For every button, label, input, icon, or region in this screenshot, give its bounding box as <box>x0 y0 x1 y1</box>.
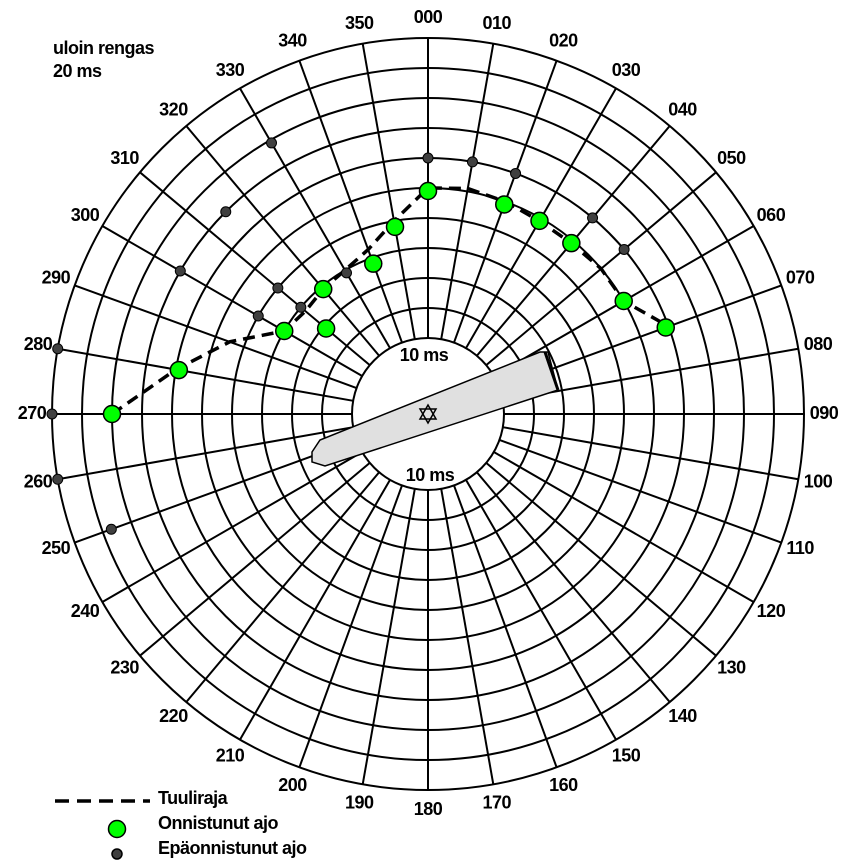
angle-label: 030 <box>612 60 641 80</box>
success-point <box>615 293 632 310</box>
angle-label: 260 <box>24 472 53 492</box>
angle-label: 040 <box>668 99 697 119</box>
angle-label: 210 <box>216 746 245 766</box>
angle-label: 150 <box>612 746 641 766</box>
angle-label: 020 <box>549 31 578 51</box>
angle-label: 130 <box>717 657 746 677</box>
success-point <box>318 320 335 337</box>
angle-label: 200 <box>278 775 307 795</box>
annotation: 10 ms <box>400 345 449 365</box>
success-point <box>170 362 187 379</box>
angle-label: 190 <box>345 793 374 813</box>
angle-label: 180 <box>414 799 443 819</box>
angle-label: 310 <box>110 148 139 168</box>
angle-label: 270 <box>18 403 47 423</box>
success-point <box>315 281 332 298</box>
annotation: 10 ms <box>406 465 455 485</box>
failure-point <box>273 283 283 293</box>
success-point <box>104 406 121 423</box>
failure-point <box>296 302 306 312</box>
failure-point <box>619 244 629 254</box>
legend-label: Onnistunut ajo <box>158 813 278 833</box>
success-point <box>420 183 437 200</box>
angle-label: 000 <box>414 7 443 27</box>
angle-label: 350 <box>345 13 374 33</box>
legend-marker <box>109 821 126 838</box>
angle-label: 160 <box>549 775 578 795</box>
angle-label: 230 <box>110 657 139 677</box>
failure-point <box>106 524 116 534</box>
failure-point <box>267 138 277 148</box>
angle-label: 290 <box>42 267 71 287</box>
angle-label: 250 <box>42 538 71 558</box>
success-point <box>531 212 548 229</box>
angle-label: 330 <box>216 60 245 80</box>
angle-label: 240 <box>71 601 100 621</box>
failure-point <box>53 474 63 484</box>
angle-label: 090 <box>810 403 839 423</box>
failure-point <box>175 266 185 276</box>
failure-point <box>53 344 63 354</box>
angle-label: 120 <box>757 601 786 621</box>
legend-label: Tuuliraja <box>158 788 229 808</box>
angle-label: 300 <box>71 205 100 225</box>
failure-point <box>511 168 521 178</box>
failure-point <box>423 153 433 163</box>
failure-point <box>47 409 57 419</box>
angle-label: 280 <box>24 334 53 354</box>
failure-point <box>221 207 231 217</box>
angle-label: 340 <box>278 31 307 51</box>
legend: Tuuliraja Onnistunut ajo Epäonnistunut ajo <box>55 788 307 859</box>
angle-label: 110 <box>786 538 814 558</box>
legend-label: Epäonnistunut ajo <box>158 838 307 858</box>
success-point <box>657 319 674 336</box>
success-point <box>365 255 382 272</box>
angle-label: 080 <box>804 334 833 354</box>
angle-label: 100 <box>804 472 833 492</box>
angle-label: 010 <box>482 13 511 33</box>
angle-label: 220 <box>159 706 188 726</box>
annotation: uloin rengas <box>53 38 155 58</box>
angle-label: 070 <box>786 267 815 287</box>
success-point <box>496 196 513 213</box>
angle-label: 320 <box>159 99 188 119</box>
angle-label: 140 <box>668 706 697 726</box>
annotation: 20 ms <box>53 61 102 81</box>
failure-point <box>467 157 477 167</box>
legend-marker <box>112 849 122 859</box>
failure-point <box>342 268 352 278</box>
failure-point <box>588 213 598 223</box>
success-point <box>563 235 580 252</box>
success-point <box>387 218 404 235</box>
angle-label: 060 <box>757 205 786 225</box>
chart: 000 010 020 030 040 050 060 070 080 090 100 110 120 1… <box>0 0 849 865</box>
angle-label: 170 <box>482 793 511 813</box>
page: {"chart_data": {"type": "polar", "rlim":… <box>0 0 849 865</box>
angle-label: 050 <box>717 148 746 168</box>
failure-point <box>253 311 263 321</box>
success-point <box>276 323 293 340</box>
